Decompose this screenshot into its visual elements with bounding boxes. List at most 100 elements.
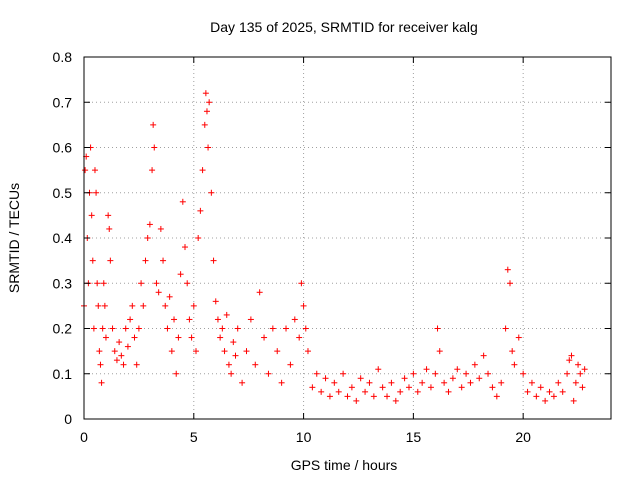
data-point: [127, 316, 134, 323]
data-point: [256, 289, 263, 296]
data-point: [357, 375, 364, 382]
data-point: [362, 388, 369, 395]
data-point: [302, 325, 309, 332]
data-point: [322, 375, 329, 382]
data-point: [379, 384, 386, 391]
data-point: [375, 366, 382, 373]
data-point: [82, 167, 89, 174]
data-point: [427, 384, 434, 391]
data-point: [223, 311, 230, 318]
data-point: [304, 348, 311, 355]
data-point: [232, 352, 239, 359]
data-point: [206, 99, 213, 106]
data-point: [210, 257, 217, 264]
data-point: [99, 325, 106, 332]
data-point: [509, 348, 516, 355]
y-tick-label: 0.5: [53, 185, 73, 201]
data-point: [247, 316, 254, 323]
data-point: [131, 334, 138, 341]
data-point: [184, 280, 191, 287]
x-tick-label: 5: [190, 429, 198, 445]
data-point: [397, 388, 404, 395]
data-point: [102, 334, 109, 341]
data-point: [175, 334, 182, 341]
data-point: [423, 366, 430, 373]
x-tick-label: 0: [80, 429, 88, 445]
data-point: [471, 361, 478, 368]
data-point: [287, 361, 294, 368]
data-point: [506, 280, 513, 287]
y-tick-label: 0.6: [53, 140, 73, 156]
data-point: [498, 379, 505, 386]
data-point: [201, 121, 208, 128]
data-point: [432, 370, 439, 377]
data-point: [485, 370, 492, 377]
data-point: [192, 348, 199, 355]
data-point: [331, 379, 338, 386]
data-point: [100, 280, 107, 287]
data-point: [168, 348, 175, 355]
data-point: [265, 370, 272, 377]
data-point: [150, 121, 157, 128]
data-point: [570, 397, 577, 404]
data-point: [489, 384, 496, 391]
data-point: [388, 379, 395, 386]
data-point: [392, 397, 399, 404]
grid: [84, 57, 611, 419]
data-point: [296, 334, 303, 341]
data-point: [458, 384, 465, 391]
data-point: [228, 370, 235, 377]
data-point: [203, 108, 210, 115]
data-point: [454, 366, 461, 373]
data-point: [564, 370, 571, 377]
data-point: [366, 379, 373, 386]
data-point: [98, 379, 105, 386]
y-tick-label: 0.3: [53, 275, 73, 291]
y-axis-label: SRMTID / TECUs: [6, 183, 22, 293]
data-point: [577, 370, 584, 377]
data-point: [221, 348, 228, 355]
data-point: [151, 144, 158, 151]
data-point: [195, 235, 202, 241]
data-point: [91, 167, 98, 174]
data-point: [511, 361, 518, 368]
y-tick-label: 0.2: [53, 321, 73, 337]
data-point: [283, 325, 290, 332]
data-point: [410, 370, 417, 377]
data-point: [559, 388, 566, 395]
plot-frame: [83, 56, 612, 420]
data-point: [546, 388, 553, 395]
data-point: [528, 379, 535, 386]
data-point: [291, 316, 298, 323]
x-tick-label: 20: [515, 429, 531, 445]
data-point: [537, 384, 544, 391]
data-point: [555, 379, 562, 386]
data-point: [445, 388, 452, 395]
data-point: [401, 375, 408, 382]
data-point: [261, 334, 268, 341]
data-point: [480, 352, 487, 359]
data-point: [89, 257, 96, 264]
data-point: [157, 225, 164, 232]
data-point: [122, 325, 129, 332]
data-point: [116, 339, 123, 346]
data-point: [298, 280, 305, 287]
data-point: [434, 325, 441, 332]
data-point: [188, 334, 195, 341]
data-point: [318, 388, 325, 395]
data-point: [124, 343, 131, 350]
data-point: [370, 393, 377, 400]
data-point: [179, 198, 186, 205]
data-point: [93, 189, 100, 196]
data-point: [568, 352, 575, 359]
data-point: [405, 384, 412, 391]
data-point: [197, 207, 204, 214]
data-point: [144, 235, 151, 241]
data-point: [111, 348, 118, 355]
y-tick-label: 0.8: [53, 49, 73, 65]
y-tick-label: 0: [64, 411, 72, 427]
y-tick-label: 0.7: [53, 94, 73, 110]
data-point: [335, 388, 342, 395]
data-point: [313, 370, 320, 377]
data-point: [202, 90, 209, 97]
